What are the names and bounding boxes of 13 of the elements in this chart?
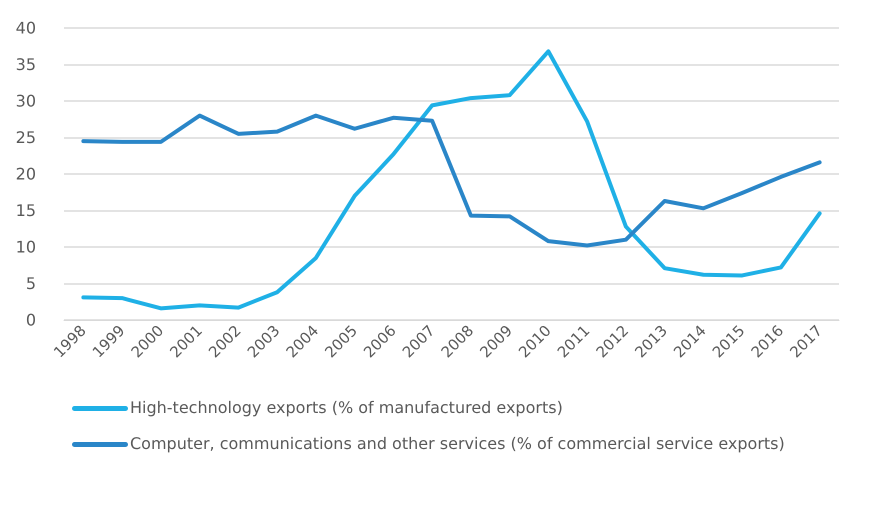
y-tick-label: 30	[16, 92, 36, 110]
y-tick-label: 40	[16, 18, 36, 38]
y-tick-label: 5	[26, 274, 36, 293]
y-tick-label: 0	[26, 310, 36, 330]
legend-label: High-technology exports (% of manufactured exports)	[130, 398, 563, 418]
y-tick-label: 15	[16, 201, 36, 220]
line-series	[81, 49, 822, 310]
y-tick-label: 20	[16, 164, 36, 184]
y-tick-label: 10	[16, 238, 36, 256]
y-tick-label: 35	[16, 55, 36, 74]
line-series	[81, 114, 822, 248]
y-tick-label: 25	[16, 128, 36, 147]
legend-label: Computer, communications and other services (% of commercial service exports)	[130, 434, 785, 454]
